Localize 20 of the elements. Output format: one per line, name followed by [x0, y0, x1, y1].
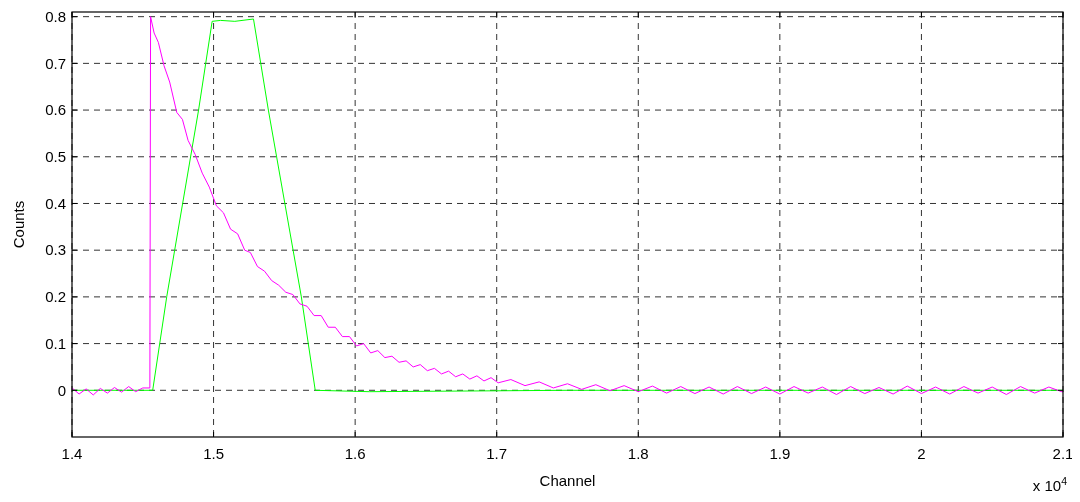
- x-tick-label: 1.6: [344, 445, 366, 462]
- x-tick-label: 1.9: [769, 445, 791, 462]
- y-tick-label: 0.6: [45, 101, 66, 119]
- y-tick-label: 0.2: [45, 288, 66, 306]
- x-axis-title: Channel: [539, 472, 596, 489]
- text: x 10$^{4}$: [1032, 475, 1068, 494]
- y-axis-title: Counts: [10, 200, 27, 249]
- y-tick-label: 0.5: [45, 148, 66, 166]
- y-tick-label: 0.4: [45, 194, 66, 212]
- x-tick-label: 1.5: [203, 445, 224, 462]
- y-tick-label: 0.1: [45, 334, 66, 352]
- x-tick-label: 1.4: [61, 445, 83, 462]
- x-tick-label: 1.7: [486, 445, 508, 462]
- y-tick-label: 0.7: [45, 54, 66, 72]
- y-tick-label: 0.8: [45, 7, 66, 25]
- x-tick-label: 1.8: [627, 445, 649, 462]
- y-tick-label: 0: [57, 381, 66, 399]
- x-tick-label: 2: [917, 445, 926, 462]
- y-tick-label: 0.3: [45, 241, 66, 259]
- x-tick-label: 2.1: [1052, 445, 1074, 462]
